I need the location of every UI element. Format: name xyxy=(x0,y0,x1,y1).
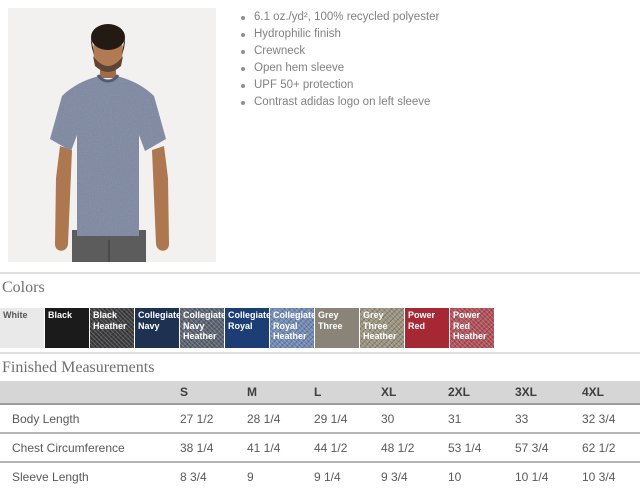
color-swatch: Power Red Heather xyxy=(450,308,494,348)
color-swatch: Collegiate Navy Heather xyxy=(180,308,224,348)
measurement-row: Sleeve Length 8 3/4 9 9 1/4 9 3/4 10 10 1/4 10 … xyxy=(0,462,640,491)
size-column-header: M xyxy=(239,381,306,405)
color-swatch: Grey Three Heather xyxy=(360,308,404,348)
color-swatch-label: Grey Three xyxy=(318,310,343,331)
color-swatch-label: Collegiate Navy xyxy=(138,310,179,331)
model-photo-illustration xyxy=(8,8,216,262)
color-swatch: White xyxy=(0,308,44,348)
size-column-header: XL xyxy=(373,381,440,405)
measurement-row: Chest Circumference 38 1/4 41 1/4 44 1/2 48 … xyxy=(0,433,640,463)
measurement-value: 29 1/4 xyxy=(306,404,373,434)
divider xyxy=(0,272,640,274)
measurement-value: 9 1/4 xyxy=(314,470,341,484)
color-swatch: Collegiate Navy xyxy=(135,308,179,348)
color-swatch-label: Black Heather xyxy=(93,310,127,331)
measurement-value: 48 1/2 xyxy=(373,433,440,463)
measurement-value: 32 3/4 xyxy=(574,404,640,434)
color-swatch: Black Heather xyxy=(90,308,134,348)
measurement-value: 9 xyxy=(247,470,254,484)
feature-item: UPF 50+ protection xyxy=(240,77,439,94)
color-swatch-label: Grey Three Heather xyxy=(363,310,397,341)
color-swatch: Collegiate Royal xyxy=(225,308,269,348)
color-swatch: Collegiate Royal Heather xyxy=(270,308,314,348)
measurement-value: 53 1/4 xyxy=(440,433,507,463)
color-swatch-label: Power Red xyxy=(408,310,436,331)
color-swatch: Power Red xyxy=(405,308,449,348)
measurement-value: 38 1/4 xyxy=(172,433,239,463)
measurement-value: 44 1/2 xyxy=(306,433,373,463)
color-swatch-row: White Black Black Heather Collegiate Navy Co… xyxy=(0,308,494,348)
measurement-value: 30 xyxy=(373,404,440,434)
feature-item: Open hem sleeve xyxy=(240,60,439,77)
measurement-value: 9 3/4 xyxy=(381,470,408,484)
color-swatch-label: Collegiate Royal Heather xyxy=(273,310,314,341)
measurement-value: 33 xyxy=(507,404,574,434)
color-swatch-label: Collegiate Navy Heather xyxy=(183,310,224,341)
finished-measurements-heading: Finished Measurements xyxy=(2,359,155,376)
size-header-corner xyxy=(0,381,172,405)
measurement-label: Body Length xyxy=(0,404,172,434)
measurement-value: 10 1/4 xyxy=(515,470,549,484)
color-swatch: Black xyxy=(45,308,89,348)
measurement-value: 8 3/4 xyxy=(180,470,207,484)
feature-item: Hydrophilic finish xyxy=(240,26,439,43)
finished-measurements-table: S M L XL 2XL 3XL 4XL Body Length 27 1/2 28 1/4 29… xyxy=(0,381,640,491)
color-swatch-label: Black xyxy=(48,310,73,320)
measurement-value: 41 1/4 xyxy=(239,433,306,463)
product-feature-list: 6.1 oz./yd², 100% recycled polyester Hydr… xyxy=(240,9,439,111)
color-swatch-label: Power Red Heather xyxy=(453,310,487,341)
measurement-value: 10 xyxy=(448,470,462,484)
size-column-header: 2XL xyxy=(440,381,507,405)
measurement-value: 31 xyxy=(440,404,507,434)
feature-item: Contrast adidas logo on left sleeve xyxy=(240,94,439,111)
measurement-value: 28 1/4 xyxy=(239,404,306,434)
color-swatch-label: White xyxy=(3,310,28,320)
measurement-value: 10 3/4 xyxy=(582,470,616,484)
color-swatch-label: Collegiate Royal xyxy=(228,310,269,331)
measurement-value: 62 1/2 xyxy=(574,433,640,463)
size-column-header: 3XL xyxy=(507,381,574,405)
measurement-row: Body Length 27 1/2 28 1/4 29 1/4 30 31 33 32 3/… xyxy=(0,404,640,434)
color-swatch: Grey Three xyxy=(315,308,359,348)
size-column-header: L xyxy=(306,381,373,405)
measurement-label: Chest Circumference xyxy=(0,433,172,463)
feature-item: 6.1 oz./yd², 100% recycled polyester xyxy=(240,9,439,26)
size-header-row: S M L XL 2XL 3XL 4XL xyxy=(0,381,640,405)
product-photo xyxy=(8,8,216,262)
measurement-value: 27 1/2 xyxy=(172,404,239,434)
size-column-header: 4XL xyxy=(574,381,640,405)
divider xyxy=(0,352,640,354)
colors-heading: Colors xyxy=(2,279,45,296)
measurement-label: Sleeve Length xyxy=(12,470,89,484)
size-column-header: S xyxy=(172,381,239,405)
measurement-value: 57 3/4 xyxy=(507,433,574,463)
feature-item: Crewneck xyxy=(240,43,439,60)
